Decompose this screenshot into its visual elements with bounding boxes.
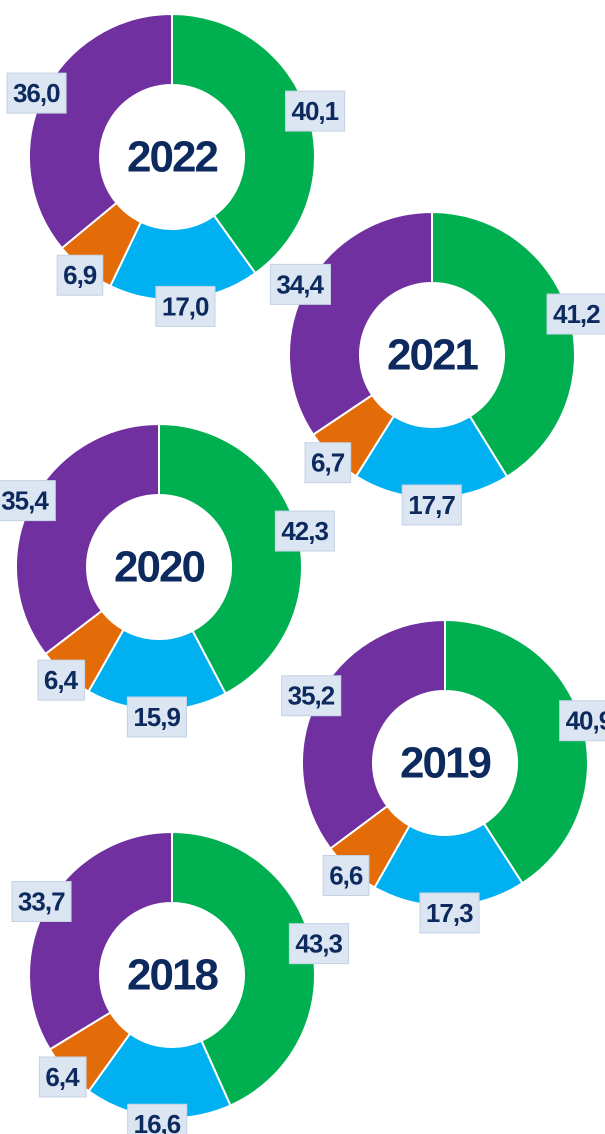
donut-slice (444, 618, 589, 885)
donut-chart: 2020 42,3 15,9 6,4 35,4 (0, 422, 335, 738)
donut-slice (171, 12, 316, 275)
value-label: 43,3 (295, 929, 342, 959)
value-label: 41,2 (553, 299, 600, 329)
donut-slice (171, 830, 316, 1107)
label-box (155, 285, 216, 327)
value-label: 35,2 (288, 681, 335, 711)
label-box (0, 480, 56, 522)
label-box (126, 696, 187, 738)
label-box (269, 263, 331, 305)
label-box (322, 855, 370, 897)
donut-chart: 2021 41,2 17,7 6,7 34,4 (269, 210, 605, 526)
donut-chart: 2019 40,9 17,3 6,6 35,2 (281, 618, 605, 934)
value-label: 33,7 (18, 887, 65, 917)
label-box (56, 254, 104, 296)
donut-center-label: 2019 (400, 739, 490, 788)
label-box (6, 72, 67, 114)
label-box (11, 881, 72, 923)
value-label: 6,4 (44, 665, 79, 695)
label-box (37, 659, 86, 701)
label-box (546, 293, 605, 335)
value-label: 40,9 (566, 706, 605, 736)
value-label: 6,7 (311, 448, 345, 478)
value-label: 34,4 (276, 269, 324, 299)
value-label: 15,9 (133, 702, 180, 732)
donut-center-label: 2022 (127, 133, 217, 182)
value-label: 17,7 (408, 490, 455, 520)
label-box (559, 700, 605, 742)
donut-slice (158, 422, 303, 695)
label-box (274, 510, 335, 552)
label-box (401, 484, 462, 526)
value-label: 42,3 (281, 516, 328, 546)
donut-center-label: 2021 (387, 331, 478, 380)
label-box (419, 892, 480, 934)
label-box (304, 442, 352, 484)
value-label: 40,1 (291, 96, 338, 126)
value-label: 35,4 (1, 486, 49, 516)
value-label: 6,6 (329, 861, 363, 891)
donut-slice (15, 422, 160, 656)
donut-slice (288, 210, 433, 437)
label-box (284, 90, 346, 132)
value-label: 16,6 (134, 1109, 181, 1134)
donut-center-label: 2018 (127, 951, 218, 1000)
label-box (38, 1056, 87, 1098)
donut-slice (431, 210, 576, 479)
value-label: 6,9 (63, 260, 97, 290)
label-box (281, 675, 342, 717)
donut-slice (108, 214, 257, 301)
value-label: 36,0 (13, 78, 60, 108)
label-box (288, 923, 350, 965)
donut-chart: 2022 40,1 17,0 6,9 36,0 (6, 12, 346, 327)
donut-center-label: 2020 (114, 543, 204, 592)
value-label: 17,3 (426, 898, 473, 928)
label-box (127, 1103, 188, 1134)
donut-slice (28, 830, 173, 1051)
donut-slice (28, 12, 173, 250)
donut-chart: 2018 43,3 16,6 6,4 33,7 (11, 830, 350, 1134)
value-label: 17,0 (162, 291, 209, 321)
donut-slice (301, 618, 446, 850)
value-label: 6,4 (45, 1062, 80, 1092)
